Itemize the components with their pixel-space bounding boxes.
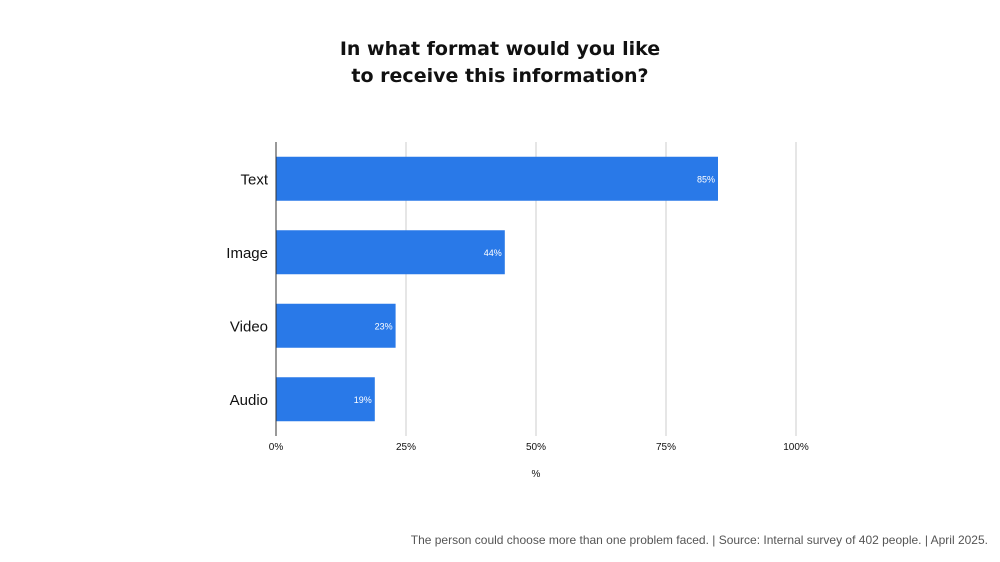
category-label: Image — [226, 245, 268, 262]
category-label: Audio — [230, 392, 268, 409]
category-label: Video — [230, 318, 268, 335]
data-label: 23% — [375, 321, 393, 331]
bar — [276, 303, 396, 348]
bar — [276, 230, 505, 275]
category-label: Text — [240, 171, 268, 188]
chart-title-wrap: In what format would you like to receive… — [0, 36, 1000, 90]
x-tick-label: 0% — [269, 442, 284, 453]
x-tick-label: 50% — [526, 442, 546, 453]
x-tick-label: 100% — [783, 442, 809, 453]
x-tick-label: 25% — [396, 442, 416, 453]
footnote: The person could choose more than one pr… — [410, 533, 988, 547]
data-label: 44% — [484, 248, 502, 258]
data-label: 85% — [697, 174, 715, 184]
bar — [276, 156, 718, 201]
x-tick-label: 75% — [656, 442, 676, 453]
chart-title: In what format would you like to receive… — [339, 38, 661, 87]
x-axis-label: % — [532, 469, 541, 480]
data-label: 19% — [354, 395, 372, 405]
bar — [276, 377, 375, 422]
